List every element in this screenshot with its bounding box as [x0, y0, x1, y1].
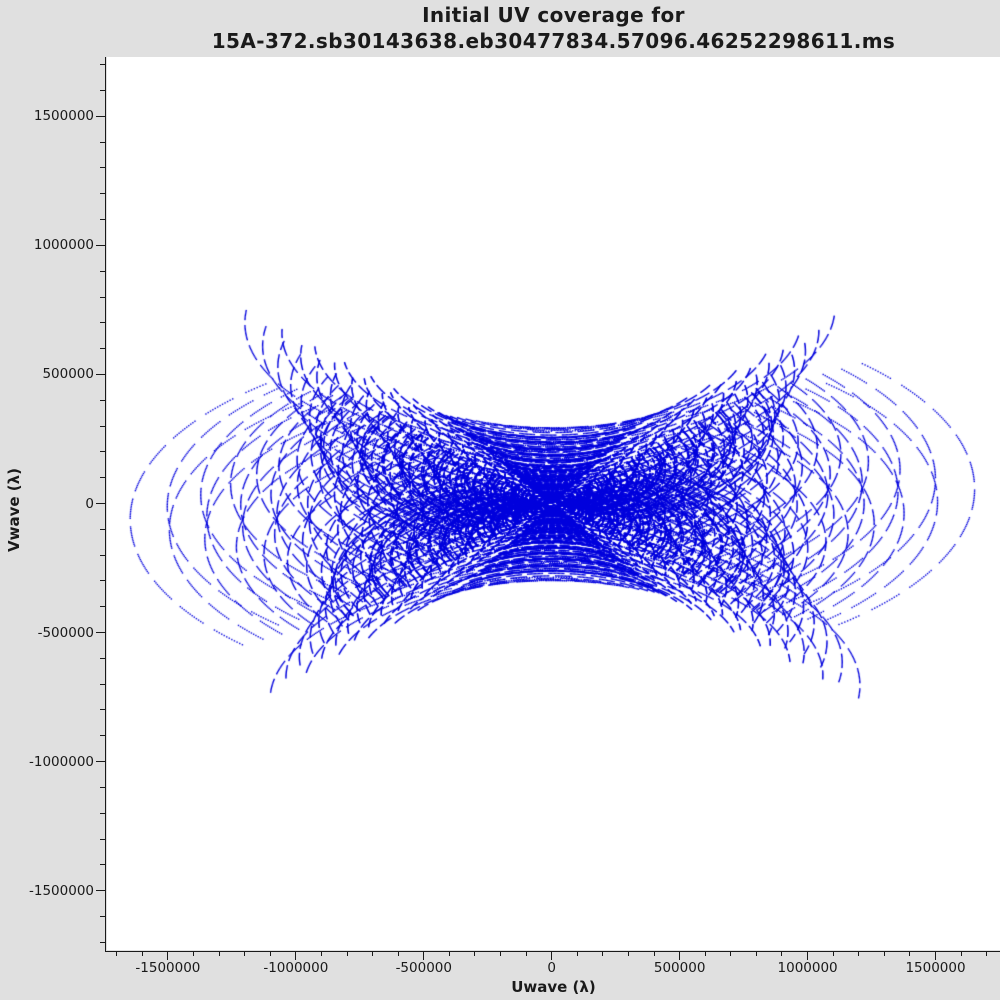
x-axis-minor-tick: [602, 952, 604, 956]
x-axis-minor-tick: [218, 952, 220, 956]
y-axis-minor-tick: [100, 528, 105, 530]
y-axis-minor-tick: [100, 193, 105, 195]
x-axis-minor-tick: [883, 952, 885, 956]
x-axis-tick-label: 500000: [653, 960, 706, 976]
uv-plot-canvas[interactable]: [107, 57, 1000, 950]
y-axis-major-tick: [96, 244, 105, 246]
x-axis-minor-tick: [704, 952, 706, 956]
y-axis-minor-tick: [100, 683, 105, 685]
y-axis-tick-label: -500000: [37, 624, 94, 641]
x-axis-minor-tick: [627, 952, 629, 956]
y-axis-major-tick: [96, 373, 105, 375]
y-axis-minor-tick: [100, 270, 105, 272]
y-axis-minor-tick: [100, 812, 105, 814]
y-axis-minor-tick: [100, 399, 105, 401]
plot-title-line-1: Initial UV coverage for: [422, 3, 685, 27]
y-axis-minor-tick: [100, 864, 105, 866]
x-axis-minor-tick: [346, 952, 348, 956]
y-axis-major-tick: [96, 761, 105, 763]
y-axis-minor-tick: [100, 425, 105, 427]
y-axis-minor-tick: [100, 296, 105, 298]
y-axis-title: Vwave (λ): [5, 468, 23, 552]
x-axis-minor-tick: [858, 952, 860, 956]
y-axis-minor-tick: [100, 915, 105, 917]
y-axis-minor-tick: [100, 90, 105, 92]
x-axis-spine: [105, 951, 1000, 952]
x-axis-minor-tick: [986, 952, 988, 956]
x-axis-tick-label: 1500000: [905, 960, 966, 976]
x-axis-tick-label: -1500000: [135, 960, 201, 976]
x-axis-minor-tick: [960, 952, 962, 956]
y-axis-minor-tick: [100, 348, 105, 350]
y-axis-minor-tick: [100, 554, 105, 556]
x-axis-minor-tick: [116, 952, 118, 956]
y-axis-tick-label: 0: [85, 495, 94, 512]
x-axis-minor-tick: [244, 952, 246, 956]
y-axis-tick-label: 1000000: [33, 237, 94, 254]
x-axis-major-tick: [423, 952, 425, 960]
y-axis-major-tick: [96, 890, 105, 892]
x-axis-minor-tick: [653, 952, 655, 956]
x-axis-minor-tick: [781, 952, 783, 956]
x-axis-minor-tick: [525, 952, 527, 956]
y-axis-tick-label: 500000: [42, 366, 94, 383]
y-axis-tick-label: -1500000: [29, 882, 94, 899]
y-axis-minor-tick: [100, 64, 105, 66]
x-axis-minor-tick: [320, 952, 322, 956]
y-axis-major-tick: [96, 632, 105, 634]
x-axis-minor-tick: [832, 952, 834, 956]
x-axis-minor-tick: [397, 952, 399, 956]
x-axis-minor-tick: [269, 952, 271, 956]
plot-title: Initial UV coverage for 15A-372.sb301436…: [107, 2, 1000, 54]
x-axis-minor-tick: [474, 952, 476, 956]
y-axis-minor-tick: [100, 322, 105, 324]
x-axis-minor-tick: [730, 952, 732, 956]
y-axis-minor-tick: [100, 709, 105, 711]
x-axis-major-tick: [167, 952, 169, 960]
y-axis-minor-tick: [100, 838, 105, 840]
y-axis-minor-tick: [100, 167, 105, 169]
y-axis-minor-tick: [100, 451, 105, 453]
y-axis-tick-label: 1500000: [33, 108, 94, 125]
y-axis-tick-label: -1000000: [29, 753, 94, 770]
x-axis-minor-tick: [909, 952, 911, 956]
x-axis-tick-label: -500000: [395, 960, 452, 976]
x-axis-major-tick: [551, 952, 553, 960]
x-axis-tick-label: -1000000: [263, 960, 329, 976]
x-axis-major-tick: [935, 952, 937, 960]
y-axis-minor-tick: [100, 941, 105, 943]
y-axis-minor-tick: [100, 786, 105, 788]
x-axis-major-tick: [679, 952, 681, 960]
y-axis-minor-tick: [100, 657, 105, 659]
x-axis-minor-tick: [372, 952, 374, 956]
x-axis-major-tick: [807, 952, 809, 960]
y-axis-spine: [105, 57, 106, 952]
y-axis-minor-tick: [100, 735, 105, 737]
y-axis-minor-tick: [100, 141, 105, 143]
y-axis-minor-tick: [100, 606, 105, 608]
x-axis-title: Uwave (λ): [511, 978, 596, 996]
x-axis-minor-tick: [755, 952, 757, 956]
x-axis-major-tick: [295, 952, 297, 960]
x-axis-minor-tick: [141, 952, 143, 956]
y-axis-minor-tick: [100, 477, 105, 479]
x-axis-tick-label: 0: [547, 960, 556, 976]
x-axis-tick-label: 1000000: [777, 960, 838, 976]
x-axis-minor-tick: [192, 952, 194, 956]
y-axis-major-tick: [96, 503, 105, 504]
x-axis-minor-tick: [576, 952, 578, 956]
x-axis-minor-tick: [448, 952, 450, 956]
y-axis-minor-tick: [100, 219, 105, 221]
y-axis-major-tick: [96, 115, 105, 117]
plot-title-line-2: 15A-372.sb30143638.eb30477834.57096.4625…: [211, 29, 896, 53]
y-axis-minor-tick: [100, 580, 105, 582]
x-axis-minor-tick: [500, 952, 502, 956]
